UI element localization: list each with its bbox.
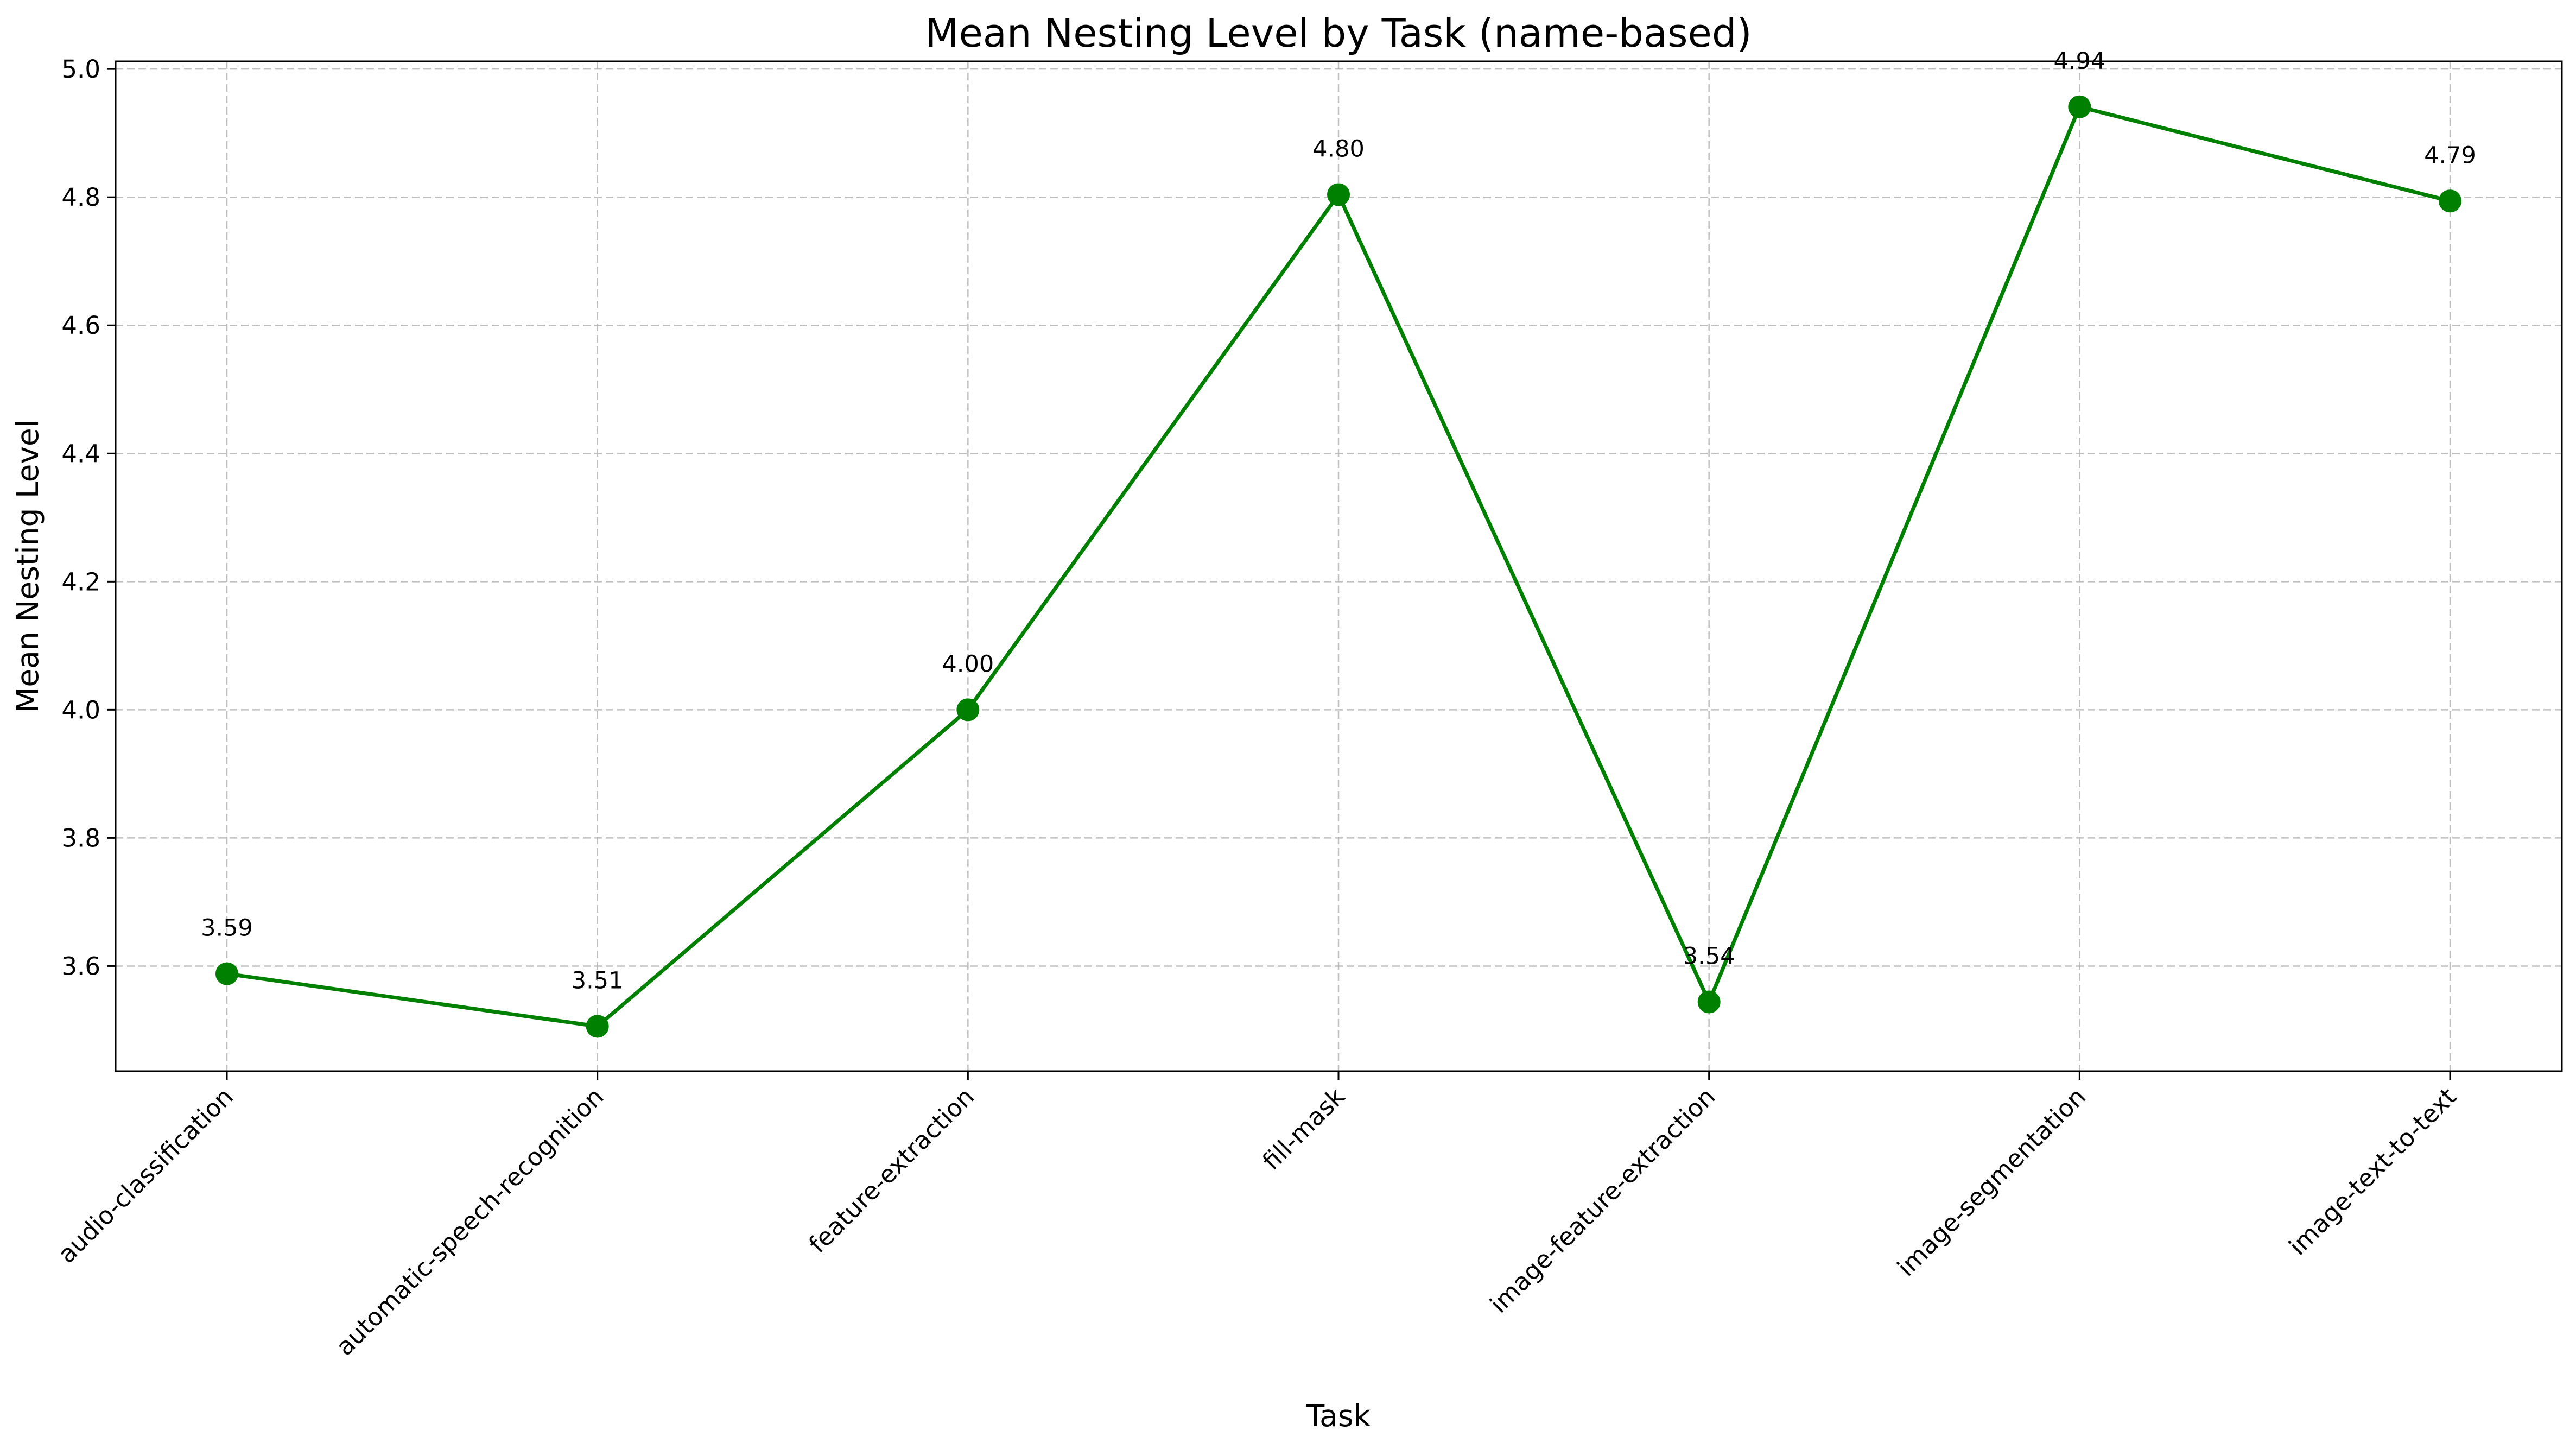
data-label: 4.00 (942, 650, 994, 678)
data-point (2068, 95, 2091, 118)
y-tick-label: 3.8 (61, 824, 100, 852)
data-point (586, 1015, 609, 1038)
data-label: 3.59 (201, 915, 253, 942)
y-tick-label: 4.8 (61, 183, 100, 212)
x-axis-label: Task (1306, 1399, 1371, 1433)
data-label: 3.51 (572, 967, 624, 994)
chart-title: Mean Nesting Level by Task (name-based) (925, 10, 1752, 56)
y-tick-label: 5.0 (61, 55, 100, 84)
data-point (956, 698, 980, 722)
y-axis-label: Mean Nesting Level (10, 420, 45, 713)
data-point (1697, 990, 1721, 1014)
y-tick-label: 3.6 (61, 952, 100, 980)
y-tick-label: 4.6 (61, 311, 100, 340)
data-label: 4.80 (1312, 135, 1365, 162)
y-tick-label: 4.0 (61, 695, 100, 724)
data-label: 4.79 (2424, 142, 2476, 169)
data-label: 3.54 (1683, 943, 1735, 970)
data-label: 4.94 (2053, 48, 2105, 75)
series-layer (215, 95, 2462, 1038)
data-point (2439, 189, 2462, 213)
axis-ticks (107, 68, 2451, 1080)
y-tick-label: 4.4 (61, 439, 100, 468)
data-point (215, 962, 238, 985)
data-point (1327, 183, 1350, 206)
y-tick-label: 4.2 (61, 567, 100, 596)
